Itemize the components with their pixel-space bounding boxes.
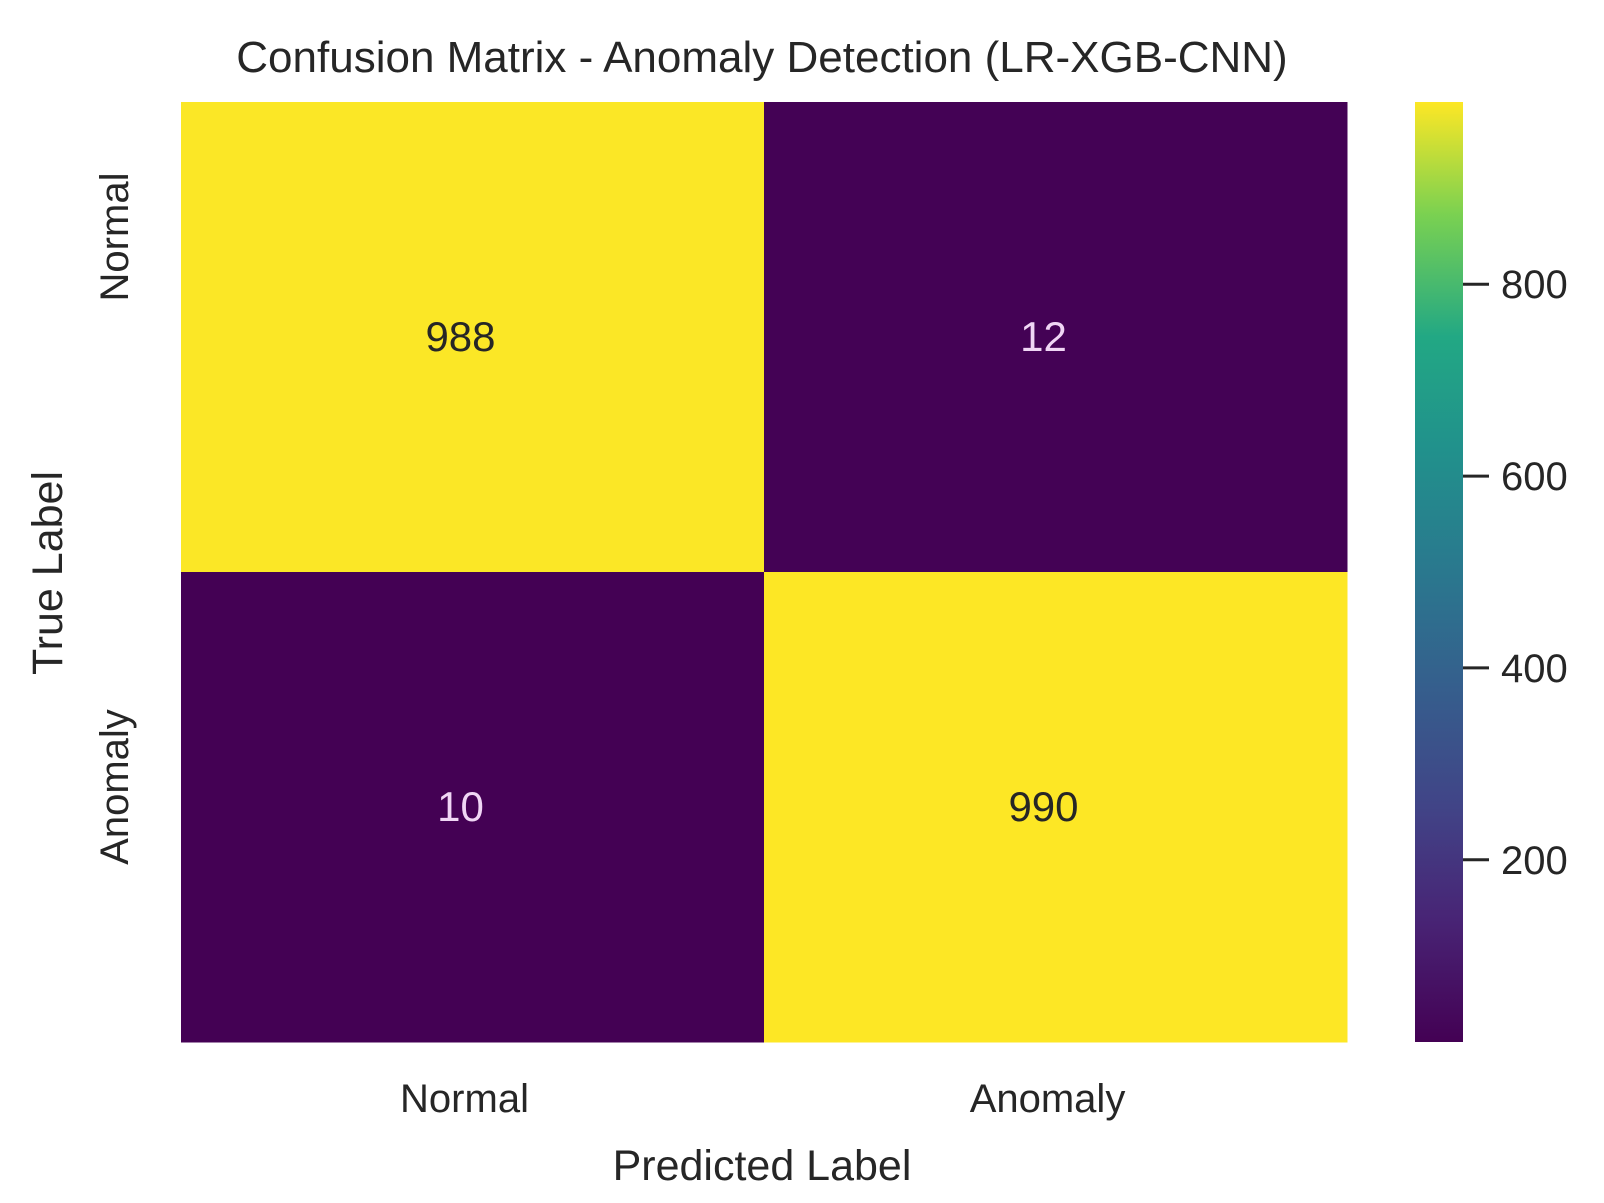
x-axis-ticks: Normal Anomaly — [400, 1077, 1125, 1121]
chart-title: Confusion Matrix - Anomaly Detection (LR… — [236, 33, 1287, 82]
cell-value-label-2-1: 10 — [437, 783, 484, 830]
colorbar-ticks: 200 400 600 800 — [1463, 263, 1568, 883]
y-axis-title: True Label — [24, 471, 72, 675]
heatmap-cell-1-2 — [764, 102, 1348, 573]
heatmap-cell-2-2 — [764, 572, 1348, 1043]
cell-value-label-2-2: 990 — [1008, 783, 1078, 830]
cell-value-label-1-2: 12 — [1020, 313, 1067, 360]
heatmap-cell-2-1 — [181, 572, 765, 1043]
colorbar — [1415, 102, 1463, 1042]
x-tick-label-anomaly: Anomaly — [970, 1077, 1126, 1121]
colorbar-tick-label-800: 800 — [1501, 263, 1568, 307]
x-tick-label-normal: Normal — [400, 1077, 529, 1121]
colorbar-tick-label-400: 400 — [1501, 647, 1568, 691]
y-tick-label-anomaly: Anomaly — [93, 709, 137, 865]
y-axis-ticks: Normal Anomaly — [93, 173, 137, 865]
y-tick-label-normal: Normal — [93, 173, 137, 302]
colorbar-tick-label-600: 600 — [1501, 455, 1568, 499]
heatmap-cells: 988 12 10 990 — [181, 102, 1348, 1043]
heatmap-cell-1-1 — [181, 102, 765, 573]
colorbar-tick-label-200: 200 — [1501, 839, 1568, 883]
cell-value-label-1-1: 988 — [425, 313, 495, 360]
x-axis-title: Predicted Label — [613, 1142, 912, 1190]
